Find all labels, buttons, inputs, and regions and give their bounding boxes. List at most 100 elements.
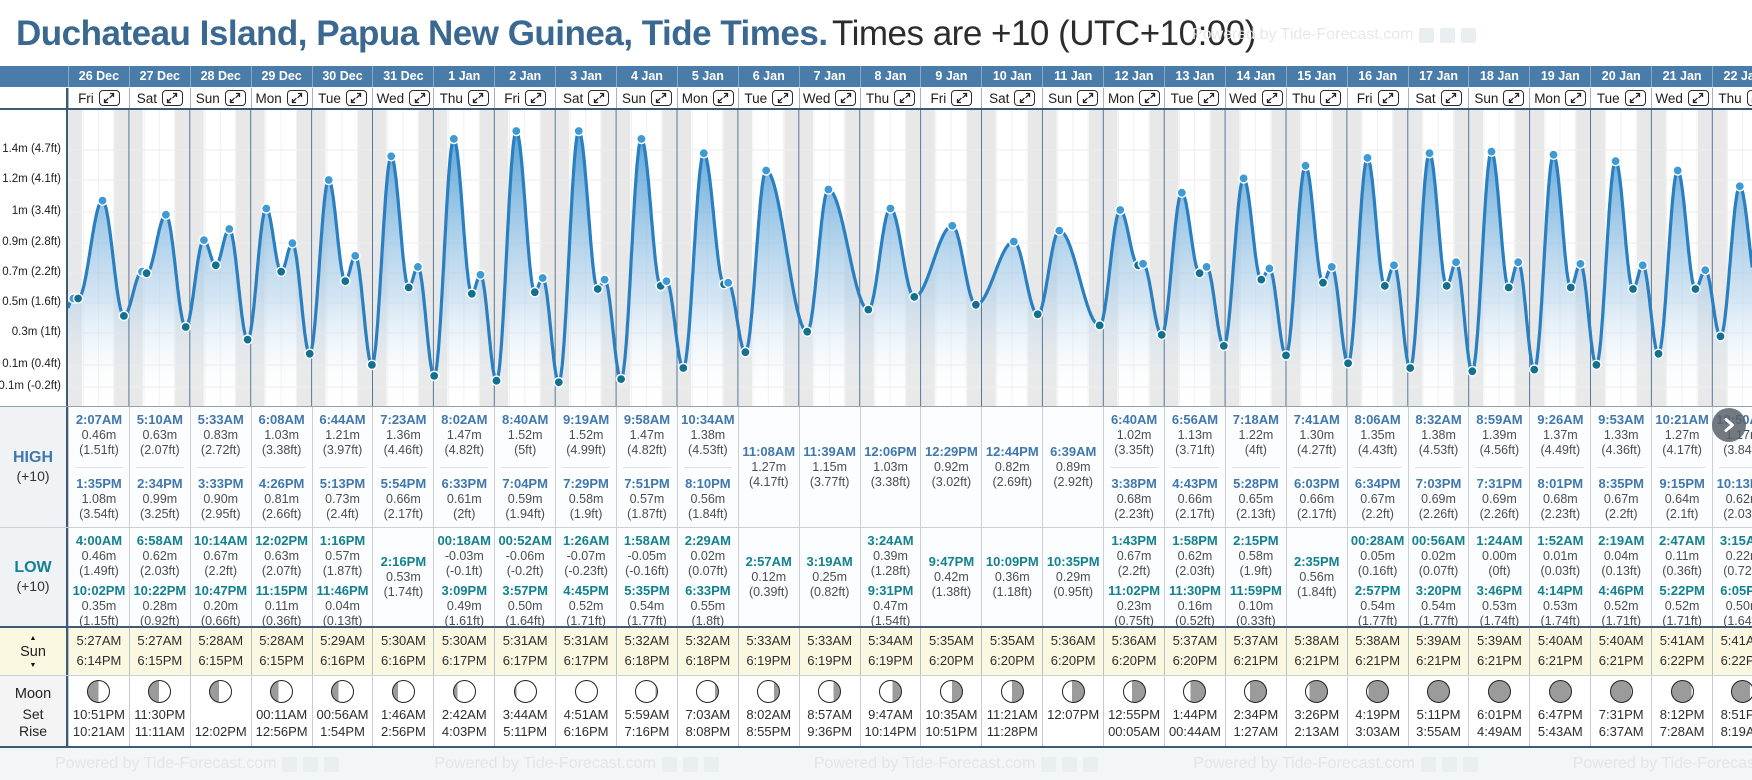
high-tide-point xyxy=(698,147,710,159)
day-of-week-cell: Wed xyxy=(1224,88,1286,108)
day-of-week-label: Sat xyxy=(1415,90,1436,106)
expand-day-button[interactable] xyxy=(835,90,857,106)
expand-day-button[interactable] xyxy=(951,90,973,106)
high-tide-point xyxy=(823,184,834,195)
expand-day-button[interactable] xyxy=(1261,90,1283,106)
expand-day-button[interactable] xyxy=(1077,90,1099,106)
expand-day-button[interactable] xyxy=(1320,90,1342,106)
low-tide-time: 2:19AM xyxy=(1598,533,1645,548)
moon-phase-icon xyxy=(209,680,233,703)
expand-day-button[interactable] xyxy=(525,90,547,106)
high-tide-point xyxy=(510,125,522,137)
moon-cell: 2:42AM 4:03PM xyxy=(433,676,494,746)
expand-day-button[interactable] xyxy=(1565,90,1587,106)
expand-day-button[interactable] xyxy=(286,90,308,106)
low-tide-cell: 10:09PM 0.36m (1.18ft) xyxy=(981,528,1042,626)
y-axis-tick-label: 1.4m (4.7ft) xyxy=(2,143,61,155)
tide-height-m: 0.67m xyxy=(1603,492,1639,506)
tide-entry: 6:33PM 0.55m (1.8ft) xyxy=(678,583,738,626)
next-week-button[interactable] xyxy=(1712,408,1746,442)
expand-day-button[interactable] xyxy=(1139,90,1161,106)
expand-day-button[interactable] xyxy=(894,90,916,106)
tide-entry: 1:35PM 1.08m (3.54ft) xyxy=(69,476,129,522)
date-header-cell: 29 Dec xyxy=(250,66,312,87)
tide-height-m: 0.54m xyxy=(1421,599,1456,613)
tide-entry: 4:46PM 0.52m (1.71ft) xyxy=(1591,583,1651,626)
tide-entry-divider xyxy=(501,466,550,468)
day-of-week-label: Mon xyxy=(1107,90,1135,106)
expand-day-button[interactable] xyxy=(1687,90,1709,106)
tide-height-m: 0.69m xyxy=(1421,492,1456,506)
tide-height-m: 0.53m xyxy=(386,570,421,584)
tide-height-ft: (1.71ft) xyxy=(1662,614,1702,626)
moon-phase-icon xyxy=(939,680,963,703)
tide-entry-divider xyxy=(562,466,611,468)
high-tide-cell: 12:06PM 1.03m (3.38ft) xyxy=(859,407,921,527)
sunrise-time: 5:28AM xyxy=(259,633,305,648)
expand-day-button[interactable] xyxy=(588,90,610,106)
tide-height-m: 1.03m xyxy=(264,428,299,442)
moon-set-time: 6:47PM xyxy=(1537,707,1583,722)
tide-entry: 1:43PM 0.67m (2.2ft) xyxy=(1104,533,1164,579)
low-tide-point xyxy=(72,293,84,304)
social-icon xyxy=(1083,756,1099,772)
high-tide-cell: 11:08AM 1.27m (4.17ft) xyxy=(737,407,799,527)
expand-day-button[interactable] xyxy=(98,90,120,106)
tide-height-ft: (1.64ft) xyxy=(505,614,545,626)
day-of-week-cell: Tue xyxy=(1164,88,1225,108)
moon-cell: 10:35AM 10:51PM xyxy=(920,676,981,746)
sun-times-cell: 5:38AM 6:21PM xyxy=(1285,628,1347,675)
day-of-week-cell: Wed xyxy=(1651,88,1712,108)
low-tide-point xyxy=(403,282,415,293)
moon-set-time: 8:57AM xyxy=(807,707,853,722)
moon-cell: 12:02PM xyxy=(189,676,251,746)
expand-day-button[interactable] xyxy=(345,90,367,106)
expand-day-button[interactable] xyxy=(224,90,246,106)
expand-day-button[interactable] xyxy=(712,90,734,106)
high-tide-point xyxy=(1114,204,1126,216)
tide-entry: 8:59AM 1.39m (4.56ft) xyxy=(1469,412,1529,458)
sunrise-time: 5:37AM xyxy=(1172,633,1218,648)
sunset-time: 6:15PM xyxy=(137,653,183,668)
tide-height-ft: (4.82ft) xyxy=(444,443,485,457)
moon-phase-icon xyxy=(452,680,476,703)
moon-cell: 7:03AM 8:08PM xyxy=(676,676,738,746)
sun-times-cell: 5:35AM 6:20PM xyxy=(920,628,981,675)
expand-icon xyxy=(414,92,425,104)
expand-day-button[interactable] xyxy=(1377,90,1399,106)
low-tide-time: 10:14AM xyxy=(193,533,248,548)
tide-entry: 11:08AM 1.27m (4.17ft) xyxy=(739,444,799,490)
expand-day-button[interactable] xyxy=(1198,90,1220,106)
expand-day-button[interactable] xyxy=(409,90,431,106)
sunrise-time: 5:33AM xyxy=(807,633,853,648)
tide-height-m: 0.54m xyxy=(1360,599,1396,613)
low-tide-point xyxy=(242,334,253,345)
expand-day-button[interactable] xyxy=(161,90,183,106)
high-tide-row-label: HIGH (+10) xyxy=(0,407,68,527)
tide-height-ft: (-0.16ft) xyxy=(625,564,669,578)
low-tide-time: 1:26AM xyxy=(562,533,610,548)
expand-day-button[interactable] xyxy=(1014,90,1036,106)
high-tide-point xyxy=(1054,225,1065,236)
tide-entry: 7:03PM 0.69m (2.26ft) xyxy=(1409,476,1469,522)
tide-entry: 11:15PM 0.11m (0.36ft) xyxy=(252,583,312,626)
footer-watermark: Powered by Tide-Forecast.com xyxy=(434,755,719,773)
expand-day-button[interactable] xyxy=(1624,90,1646,106)
expand-day-button[interactable] xyxy=(650,90,672,106)
expand-day-button[interactable] xyxy=(772,90,794,106)
high-tide-time: 6:33PM xyxy=(441,476,488,491)
tide-height-m: 1.30m xyxy=(1299,428,1335,442)
tide-entry-divider xyxy=(1231,466,1280,468)
expand-day-button[interactable] xyxy=(1503,90,1525,106)
tide-entry: 8:32AM 1.38m (4.53ft) xyxy=(1409,412,1469,458)
high-tide-cell: 5:33AM 0.83m (2.72ft) 3:33PM 0.90m (2.95ft) xyxy=(189,407,251,527)
expand-icon xyxy=(656,92,667,104)
expand-day-button[interactable] xyxy=(467,90,489,106)
sunset-time: 6:22PM xyxy=(1659,653,1705,668)
low-tide-point xyxy=(1591,359,1602,371)
sun-times-cell: 5:41AM 6:22PM xyxy=(1712,628,1752,675)
low-tide-point xyxy=(909,291,920,303)
expand-day-button[interactable] xyxy=(1746,90,1752,106)
expand-day-button[interactable] xyxy=(1440,90,1462,106)
high-tide-time: 7:31PM xyxy=(1476,476,1523,491)
